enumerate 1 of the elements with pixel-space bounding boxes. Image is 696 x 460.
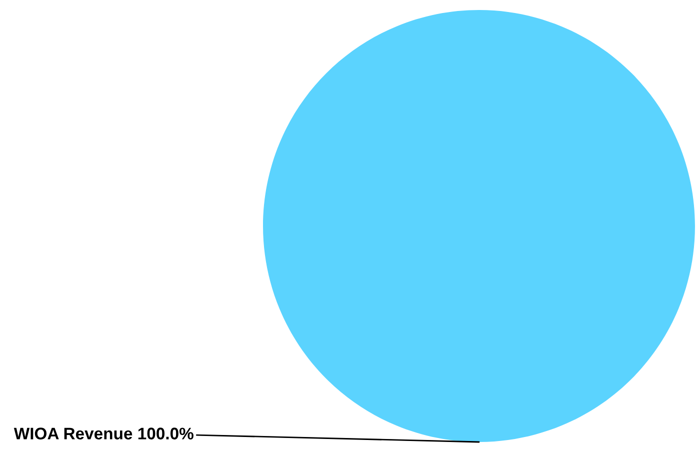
slice-label: WIOA Revenue 100.0% [14, 428, 194, 440]
